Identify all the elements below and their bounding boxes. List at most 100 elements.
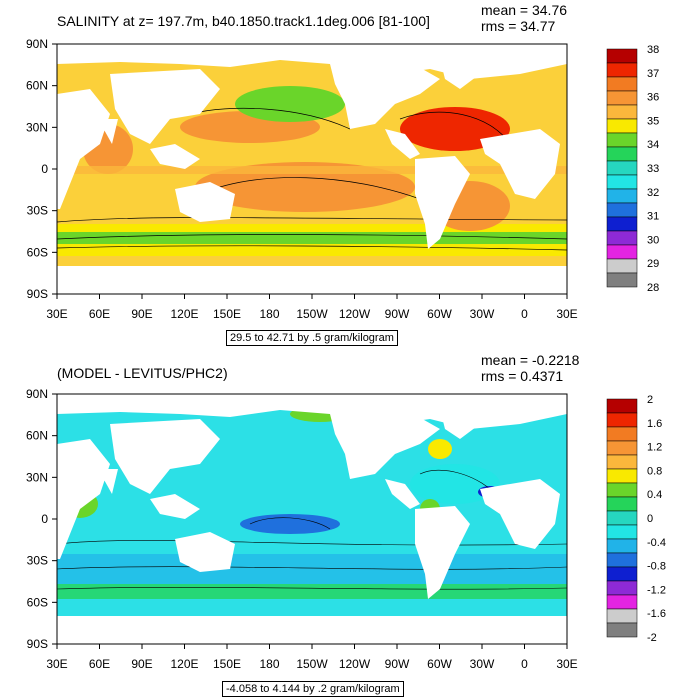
panel2-colorbar-swatch <box>606 426 638 442</box>
panel2-lon-label: 0 <box>521 657 528 671</box>
panel1-colorbar-swatch <box>606 258 638 274</box>
panel1-colorbar-label: 32 <box>647 187 659 199</box>
panel1-lat-label: 30S <box>27 204 48 218</box>
panel2-lat-label: 30S <box>27 554 48 568</box>
panel1-colorbar-swatch <box>606 118 638 134</box>
panel2-land-north-america <box>330 412 440 479</box>
panel2-lat-label: 90S <box>27 637 48 651</box>
panel2-land-africa-west <box>480 479 560 549</box>
panel1-lat-label: 90S <box>27 287 48 301</box>
panel2-land-asia <box>110 419 220 494</box>
panel1-lat-label: 60N <box>26 79 48 93</box>
panel1-band-green-south <box>57 232 567 244</box>
panel1-lon-label: 90W <box>385 307 410 321</box>
panel1-colorbar-label: 30 <box>647 234 659 246</box>
panel2-lon-label: 90E <box>131 657 152 671</box>
panel1-lon-label: 0 <box>521 307 528 321</box>
panel2-lon-label: 150W <box>296 657 328 671</box>
panel1-land-arctic <box>57 44 567 79</box>
panel2-na-cyan <box>410 464 500 504</box>
panel2-colorbar-swatch <box>606 552 638 568</box>
panel2-lon-label: 60E <box>89 657 110 671</box>
panel1-lon-label: 30E <box>556 307 577 321</box>
panel2-colorbar-label: -1.6 <box>647 608 666 620</box>
panel2-range-label: -4.058 to 4.144 by .2 gram/kilogram <box>222 681 404 697</box>
panel2-colorbar-swatch <box>606 594 638 610</box>
panel2-colorbar-swatch <box>606 538 638 554</box>
panel2-colorbar-label: -1.2 <box>647 584 666 596</box>
panel2-land-greenland <box>440 404 480 439</box>
panel1-colorbar-label: 29 <box>647 258 659 270</box>
panel2-colorbar-swatch <box>606 454 638 470</box>
panel1-land-greenland <box>440 54 480 89</box>
panel1-colorbar-label: 36 <box>647 92 659 104</box>
panel2-colorbar-label: 0 <box>647 513 653 525</box>
panel1-colorbar-swatch <box>606 272 638 288</box>
panel2-colorbar-swatch <box>606 510 638 526</box>
panel1-land-south-america <box>415 156 470 249</box>
panel2-na-yellow <box>428 439 452 459</box>
panel1-lat-label: 0 <box>41 162 48 176</box>
panel2-lat-label: 60N <box>26 429 48 443</box>
panel1-colorbar-swatch <box>606 104 638 120</box>
panel1-colorbar-label: 33 <box>647 163 659 175</box>
panel1-colorbar-swatch <box>606 76 638 92</box>
panel1-colorbar-swatch <box>606 244 638 260</box>
panel1-range-label: 29.5 to 42.71 by .5 gram/kilogram <box>226 330 398 346</box>
panel2-colorbar-label: 0.8 <box>647 465 662 477</box>
panel2-colorbar-swatch <box>606 496 638 512</box>
panel2-land-antarctica <box>57 616 567 644</box>
panel1-colorbar-label: 35 <box>647 115 659 127</box>
panel1-colorbar-swatch <box>606 90 638 106</box>
panel2-land-central-america <box>385 479 420 509</box>
panel1-rms: rms = 34.77 <box>481 18 556 34</box>
panel1-land <box>57 44 567 294</box>
panel2-contours <box>56 469 568 590</box>
panel1-land-india <box>98 119 118 144</box>
panel2-rms: rms = 0.4371 <box>481 368 564 384</box>
panel2-lon-label: 90W <box>385 657 410 671</box>
panel2-lon-label: 30E <box>46 657 67 671</box>
panel1-lon-label: 120W <box>339 307 371 321</box>
panel1-colorbar-label: 37 <box>647 68 659 80</box>
panel1-band-yellow-south2 <box>57 244 567 256</box>
panel2-land-australia <box>175 532 235 572</box>
panel2-land-india <box>98 469 118 494</box>
panel2-land-sea <box>150 494 200 519</box>
panel1-mean: mean = 34.76 <box>481 2 568 18</box>
panel1-title: SALINITY at z= 197.7m, b40.1850.track1.1… <box>57 13 430 29</box>
panel1-colorbar-label: 34 <box>647 139 659 151</box>
panel1-colorbar-swatch <box>606 48 638 64</box>
panel1-colorbar-swatch <box>606 202 638 218</box>
panel2-map: 90N 60N 30N 0 30S 60S 90S 30E 60E 90E 120E 150E 180 1… <box>26 387 666 671</box>
panel1-colorbar-swatch <box>606 230 638 246</box>
panel2-colorbar-label: 2 <box>647 394 653 406</box>
panel2-lon-label: 180 <box>259 657 279 671</box>
panel2-lat-label: 90N <box>26 387 48 401</box>
panel2-colorbar-label: 0.4 <box>647 489 662 501</box>
panel1-land-asia <box>110 69 220 144</box>
panel2-axes: 90N 60N 30N 0 30S 60S 90S 30E 60E 90E 120E 150E 180 1… <box>26 387 578 671</box>
panel1-sp-max <box>195 162 415 212</box>
panel1-colorbar-swatch <box>606 160 638 176</box>
panel1-eq-band <box>57 166 567 174</box>
panel2-lon-label: 30E <box>556 657 577 671</box>
panel1-lon-label: 90E <box>131 307 152 321</box>
panel2-lat-label: 60S <box>27 595 48 609</box>
panel2-colorbar-label: -0.4 <box>647 537 666 549</box>
panel2-lon-label: 120E <box>170 657 198 671</box>
panel1-axes: 90N 60N 30N 0 30S 60S 90S 30E 60E 90E 120E 150E 180 1… <box>26 37 578 321</box>
panel2-eq-low <box>240 514 340 534</box>
panel2-lon-label: 30W <box>470 657 495 671</box>
panel2-mean: mean = -0.2218 <box>481 352 580 368</box>
panel1-land-north-america <box>330 62 440 129</box>
panel2-title: (MODEL - LEVITUS/PHC2) <box>57 365 228 381</box>
panel1-lon-label: 60W <box>427 307 452 321</box>
panel1-land-antarctica <box>57 266 567 294</box>
panel2-land <box>57 394 567 644</box>
panel2-land-south-america <box>415 506 470 599</box>
panel1-lon-label: 120E <box>170 307 198 321</box>
panel2-south-green <box>57 584 567 599</box>
panel1-colorbar-swatch <box>606 174 638 190</box>
panel1-land-central-america <box>385 129 420 159</box>
